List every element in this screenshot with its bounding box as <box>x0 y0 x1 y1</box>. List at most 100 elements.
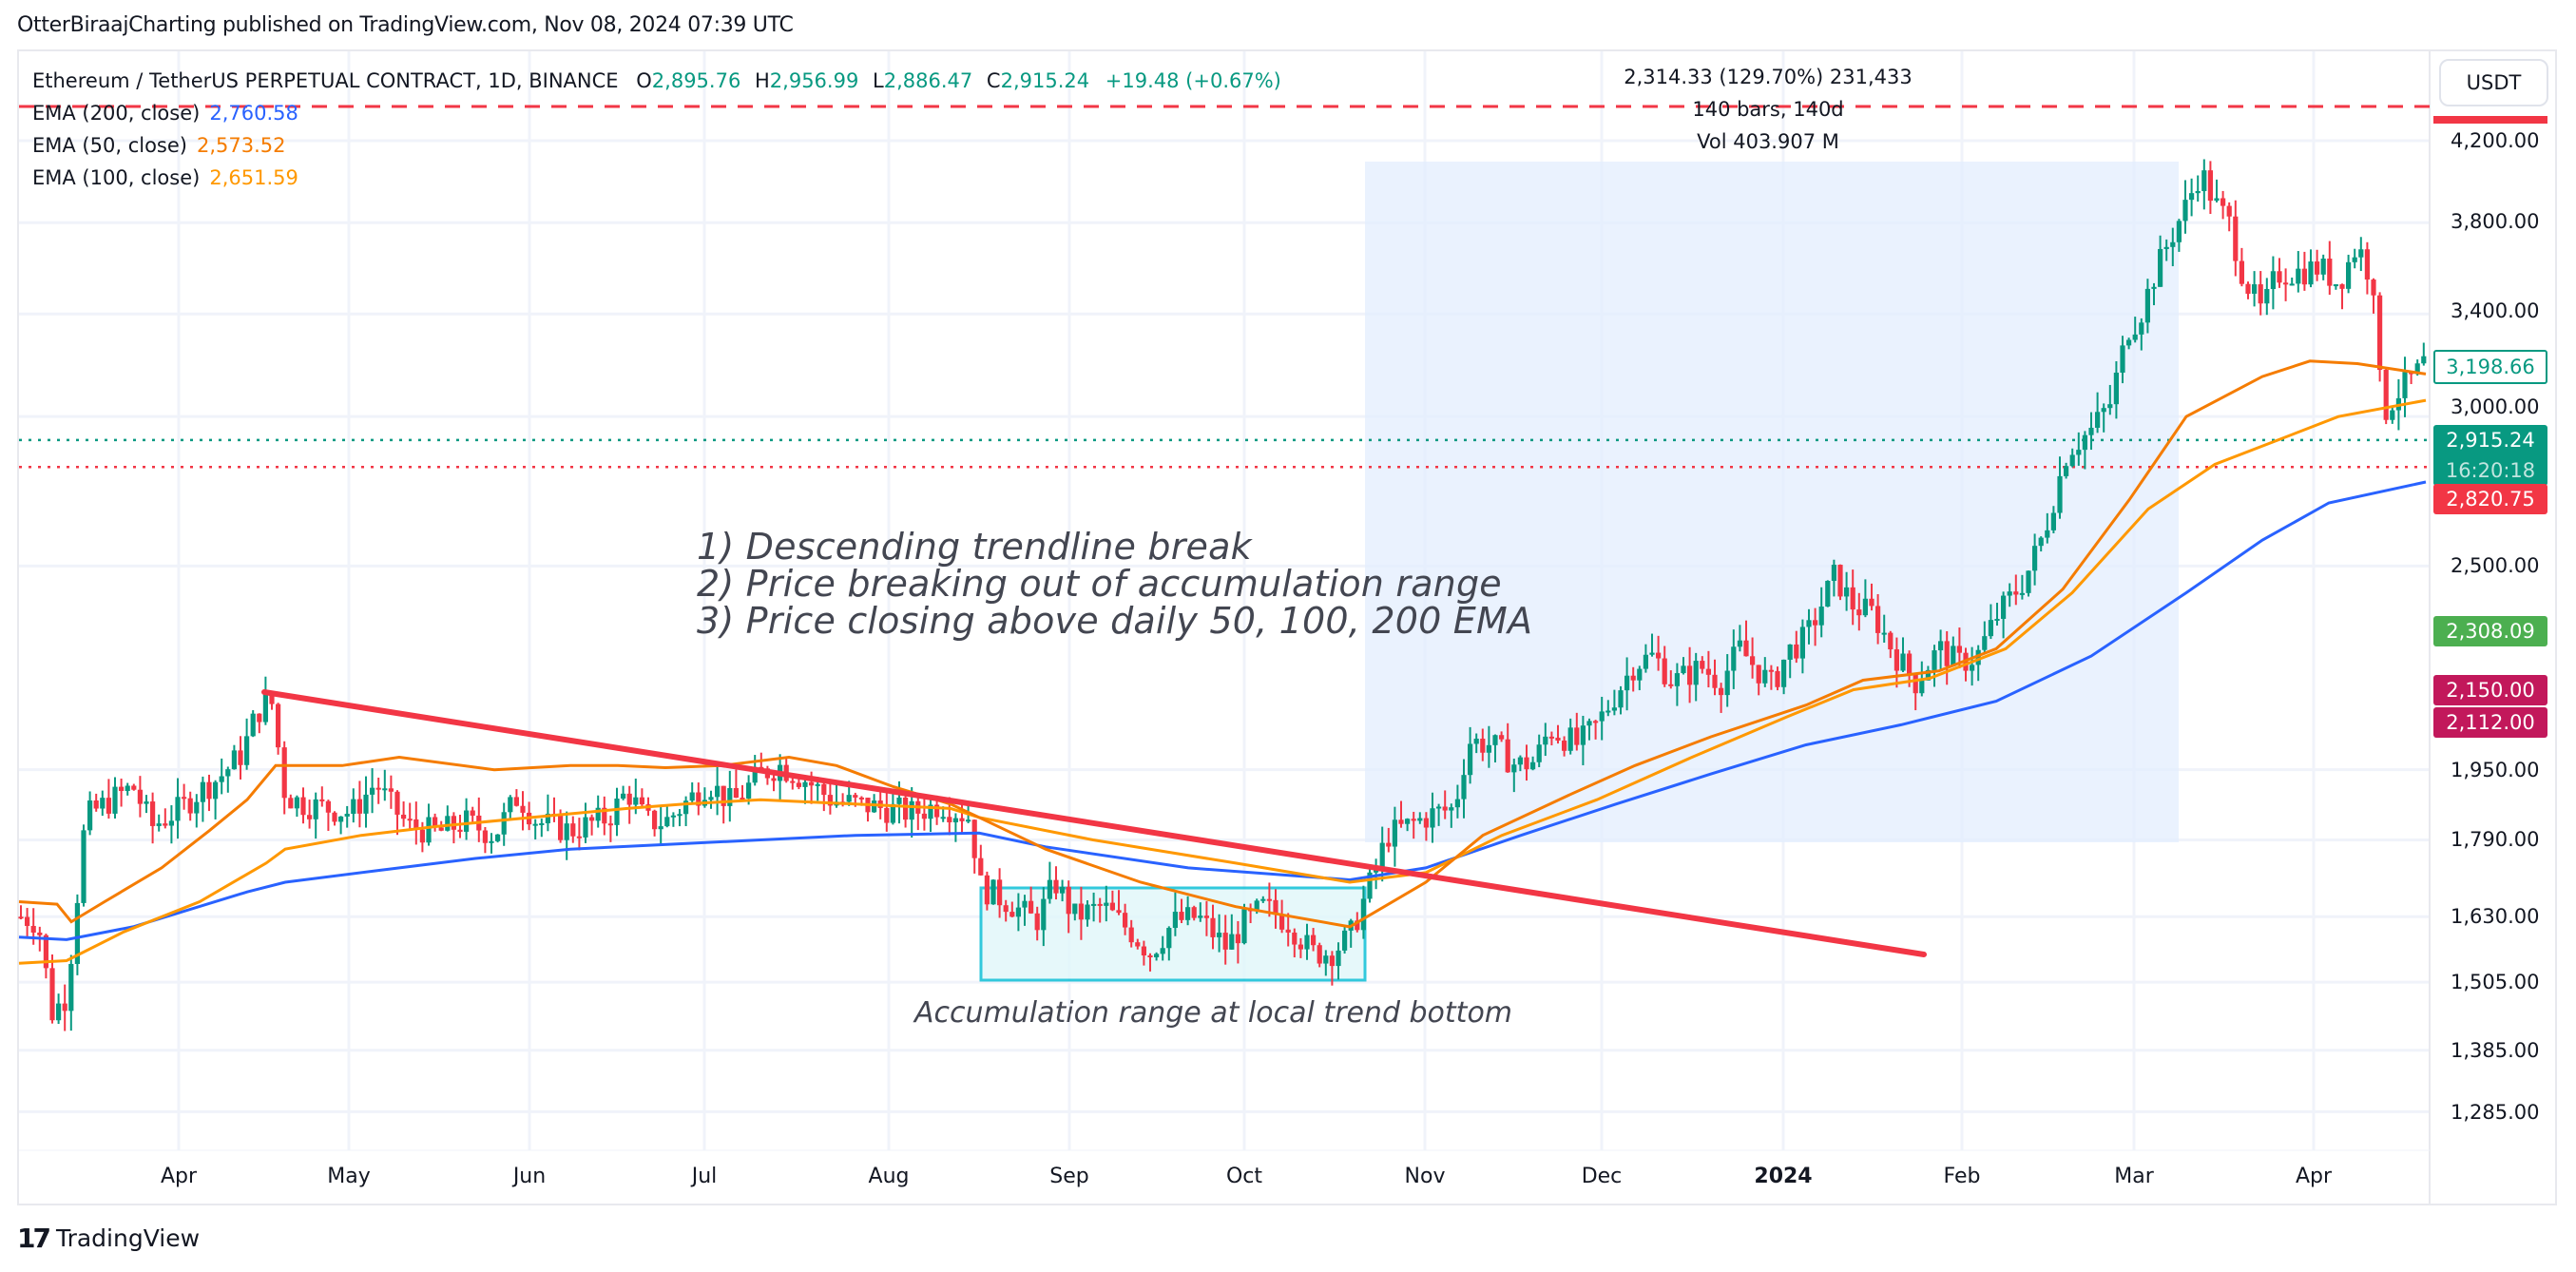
candle-body <box>382 788 388 791</box>
candle-body <box>388 788 394 792</box>
candle-body <box>532 823 538 826</box>
currency-button[interactable]: USDT <box>2439 59 2548 106</box>
candle-body <box>363 794 369 814</box>
price-tag-value: 3,198.66 <box>2446 356 2535 378</box>
candle-body <box>2195 191 2201 194</box>
candle-body <box>1009 912 1015 917</box>
candle-body <box>1417 818 1423 821</box>
candle-body <box>1499 735 1505 740</box>
candle-body <box>1894 649 1899 671</box>
candle-body <box>652 810 658 830</box>
candle-body <box>2414 363 2420 375</box>
candle-body <box>489 840 494 843</box>
ema100-line <box>18 398 2427 965</box>
candle-body <box>2095 412 2101 428</box>
candle-body <box>2364 249 2370 280</box>
candle-body <box>2358 249 2364 258</box>
indicator-ema200[interactable]: EMA (200, close) 2,760.58 <box>32 97 1281 129</box>
candle-body <box>2220 198 2226 206</box>
candle-body <box>621 793 626 799</box>
candle-body <box>2069 454 2075 467</box>
candle-body <box>952 818 958 823</box>
candle-body <box>2226 205 2232 217</box>
candle-body <box>470 810 475 816</box>
candle-body <box>1555 737 1561 742</box>
candle-body <box>244 736 250 765</box>
indicator-ema50[interactable]: EMA (50, close) 2,573.52 <box>32 129 1281 162</box>
candle-body <box>1693 661 1699 685</box>
note-2: 2) Price breaking out of accumulation ra… <box>697 563 1502 605</box>
price-tick-label: 4,200.00 <box>2451 129 2540 152</box>
candle-body <box>1116 910 1122 914</box>
candle-body <box>1656 652 1662 659</box>
candle-body <box>966 819 971 822</box>
candle-body <box>1078 903 1084 920</box>
candle-body <box>520 805 526 813</box>
symbol-name[interactable]: Ethereum / TetherUS PERPETUAL CONTRACT, … <box>32 69 619 92</box>
candle-body <box>2050 512 2056 530</box>
candle-body <box>1342 930 1348 951</box>
candle-body <box>2233 216 2239 261</box>
candle-body <box>740 798 745 800</box>
low-label: L <box>873 69 884 92</box>
candle-body <box>344 814 350 817</box>
candle-body <box>1869 598 1874 607</box>
candle-body <box>2421 356 2427 364</box>
price-tag-magenta: 2,150.00 <box>2433 675 2547 705</box>
candle-body <box>2239 260 2244 284</box>
time-tick-label: Mar <box>2114 1165 2154 1188</box>
candle-body <box>1217 933 1222 937</box>
candle-body <box>978 858 984 876</box>
chart-legend: Ethereum / TetherUS PERPETUAL CONTRACT, … <box>32 65 1281 194</box>
candle-body <box>93 800 99 809</box>
candle-body <box>2132 334 2138 340</box>
candle-body <box>633 797 639 805</box>
candle-body <box>1574 727 1580 745</box>
indicator-value: 2,573.52 <box>196 134 286 157</box>
candle-body <box>589 817 595 821</box>
candle-body <box>1066 886 1071 915</box>
candle-body <box>1423 818 1429 828</box>
candle-body <box>156 823 162 826</box>
candle-body <box>971 819 977 858</box>
candle-body <box>721 785 726 806</box>
candle-body <box>984 875 990 905</box>
candle-body <box>175 797 181 821</box>
candle-body <box>1028 900 1034 914</box>
indicator-value: 2,760.58 <box>209 102 298 125</box>
candle-body <box>1468 743 1473 776</box>
candle-body <box>2176 221 2182 242</box>
accumulation-caption[interactable]: Accumulation range at local trend bottom <box>914 996 1513 1030</box>
candle-body <box>990 879 996 905</box>
ema50-line <box>18 359 2427 929</box>
candle-body <box>119 786 125 791</box>
candle-body <box>1913 674 1918 694</box>
candle-body <box>1681 665 1686 674</box>
candle-body <box>1825 580 1831 607</box>
measure-tool-label: 2,314.33 (129.70%) 231,433 140 bars, 140… <box>1521 61 2015 158</box>
candle-body <box>482 830 488 843</box>
candle-body <box>25 916 30 926</box>
footer: 17 TradingView <box>17 1223 200 1254</box>
candle-body <box>1379 842 1385 868</box>
candle-body <box>1072 903 1078 915</box>
candle-body <box>1179 912 1184 920</box>
analysis-notes[interactable]: 1) Descending trendline break 2) Price b… <box>697 529 1532 640</box>
candle-body <box>206 781 212 800</box>
high-label: H <box>755 69 770 92</box>
candle-body <box>1336 950 1341 967</box>
candle-body <box>1787 644 1793 660</box>
candle-body <box>1548 736 1554 739</box>
chart-frame[interactable] <box>17 49 2557 1205</box>
candle-body <box>2308 261 2314 285</box>
candle-body <box>928 804 933 819</box>
candle-body <box>356 799 362 814</box>
indicator-ema100[interactable]: EMA (100, close) 2,651.59 <box>32 162 1281 194</box>
candle-body <box>1160 948 1165 954</box>
candle-body <box>1712 674 1718 688</box>
candle-body <box>1562 741 1567 751</box>
close-label: C <box>986 69 1001 92</box>
candle-body <box>37 932 43 935</box>
time-tick-label: May <box>327 1165 371 1188</box>
